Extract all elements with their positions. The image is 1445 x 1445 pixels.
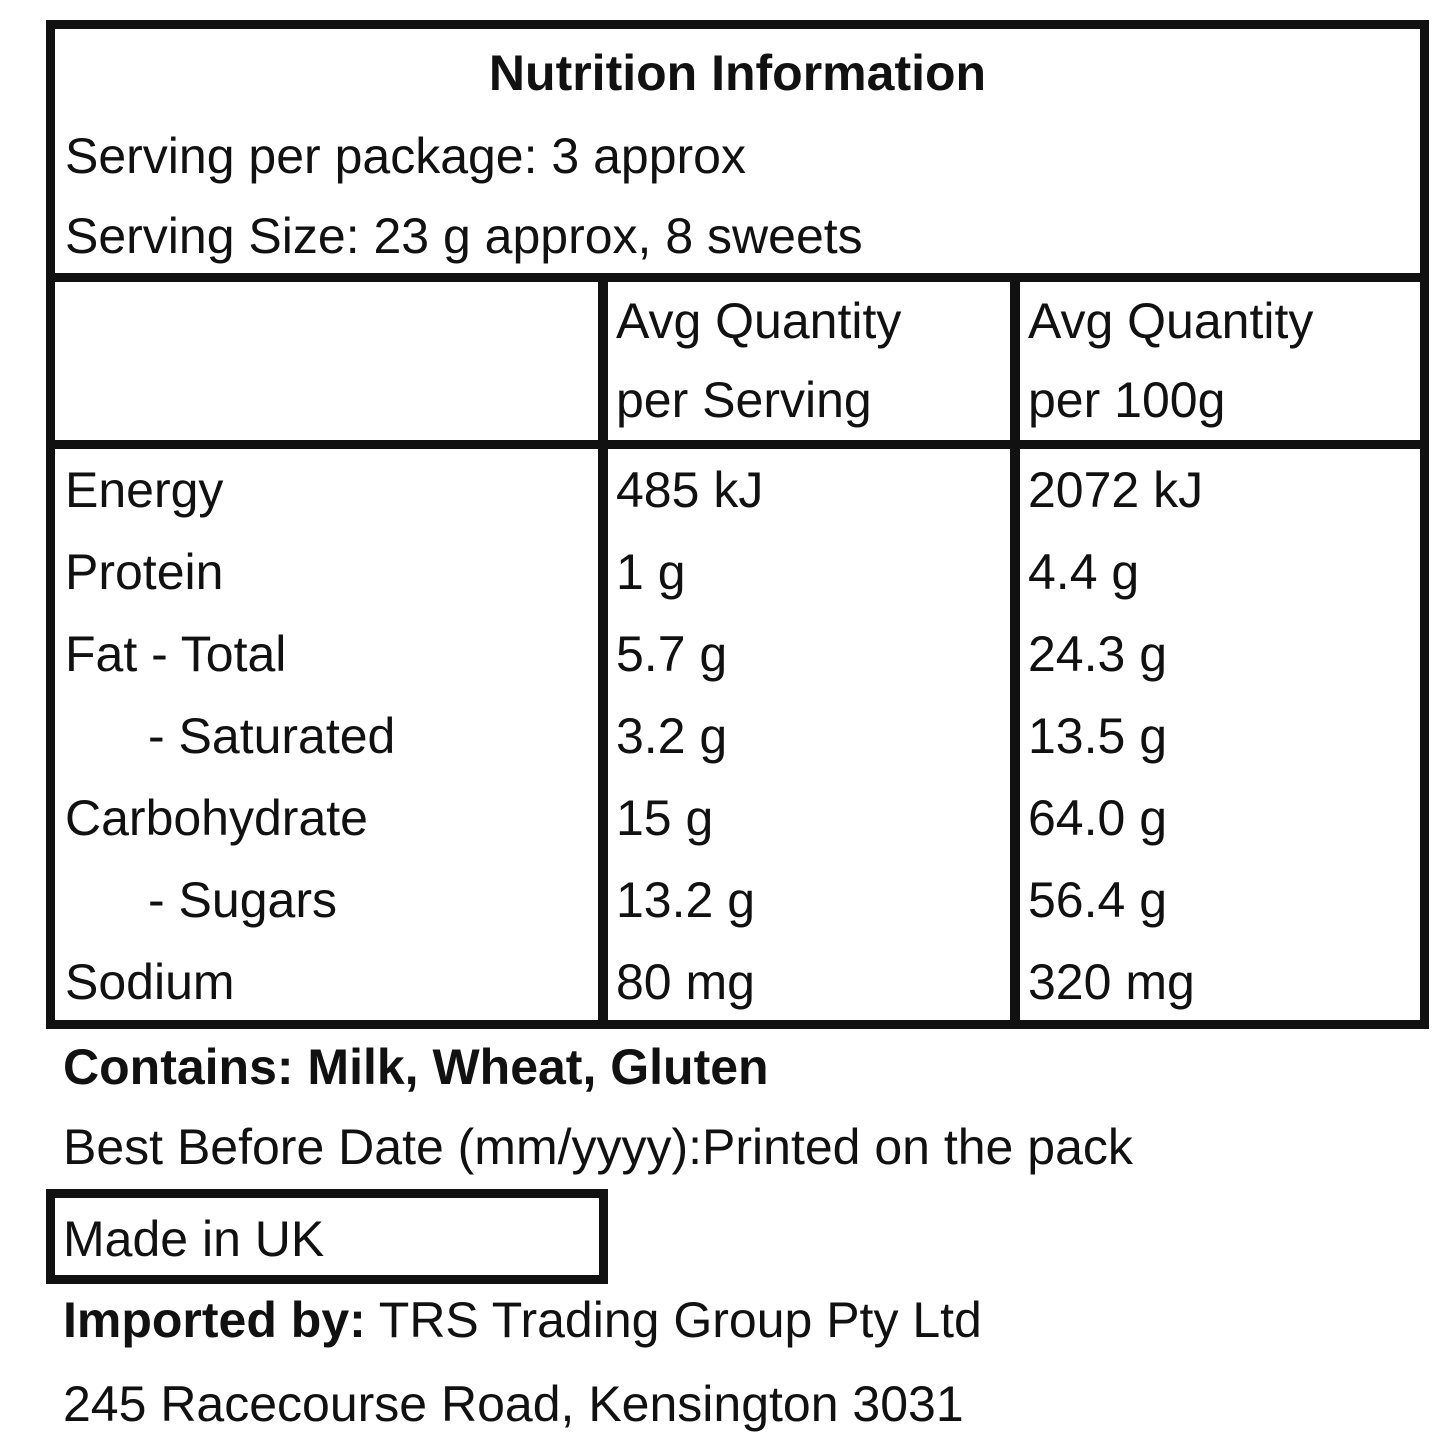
- panel-header: Nutrition Information Serving per packag…: [55, 29, 1420, 282]
- nutrient-label: Energy: [65, 462, 224, 518]
- column-header-line: Avg Quantity: [616, 293, 902, 349]
- per-100g-value: 13.5 g: [1028, 708, 1168, 764]
- importer-line: Imported by: TRS Trading Group Pty Ltd: [63, 1289, 982, 1351]
- column-header-line: per Serving: [616, 372, 872, 428]
- importer-name: TRS Trading Group Pty Ltd: [365, 1292, 982, 1348]
- imported-by-label: Imported by:: [63, 1292, 366, 1348]
- nutrient-label: Carbohydrate: [65, 790, 368, 846]
- table-column-header: Avg Quantity per Serving Avg Quantity pe…: [55, 282, 1420, 449]
- nutrient-label: Sodium: [65, 954, 235, 1010]
- origin-box: Made in UK: [46, 1189, 608, 1284]
- column-header-per-100g: Avg Quantity per 100g: [1028, 282, 1313, 440]
- nutrient-label: - Saturated: [148, 708, 396, 764]
- nutrient-label: Fat - Total: [65, 626, 287, 682]
- column-header-line: Avg Quantity: [1028, 293, 1314, 349]
- table-row: Sodium 80 mg 320 mg: [55, 941, 1420, 1023]
- per-serving-value: 5.7 g: [616, 626, 728, 682]
- per-100g-value: 4.4 g: [1028, 544, 1140, 600]
- per-serving-value: 13.2 g: [616, 872, 756, 928]
- made-in-label: Made in UK: [63, 1211, 325, 1267]
- allergen-statement: Contains: Milk, Wheat, Gluten: [63, 1039, 769, 1095]
- per-serving-value: 80 mg: [616, 954, 755, 1010]
- per-100g-value: 64.0 g: [1028, 790, 1168, 846]
- per-100g-value: 320 mg: [1028, 954, 1195, 1010]
- per-100g-value: 56.4 g: [1028, 872, 1168, 928]
- panel-title: Nutrition Information: [488, 45, 987, 101]
- per-serving-value: 1 g: [616, 544, 686, 600]
- table-row: Protein 1 g 4.4 g: [55, 531, 1420, 613]
- column-header-per-serving: Avg Quantity per Serving: [616, 282, 901, 440]
- column-header-line: per 100g: [1028, 372, 1226, 428]
- servings-per-package: Serving per package: 3 approx: [65, 128, 746, 184]
- table-row: Carbohydrate 15 g 64.0 g: [55, 777, 1420, 859]
- per-100g-value: 2072 kJ: [1028, 462, 1204, 518]
- serving-size: Serving Size: 23 g approx, 8 sweets: [65, 208, 863, 264]
- per-100g-value: 24.3 g: [1028, 626, 1168, 682]
- column-divider: [1010, 282, 1020, 1020]
- per-serving-value: 15 g: [616, 790, 714, 846]
- nutrition-panel: Nutrition Information Serving per packag…: [46, 20, 1429, 1029]
- nutrient-label: - Sugars: [148, 872, 337, 928]
- table-row: Fat - Total 5.7 g 24.3 g: [55, 613, 1420, 695]
- column-divider: [598, 282, 608, 1020]
- importer-address: 245 Racecourse Road, Kensington 3031: [63, 1376, 964, 1432]
- table-row: - Saturated 3.2 g 13.5 g: [55, 695, 1420, 777]
- nutrient-label: Protein: [65, 544, 224, 600]
- table-row: Energy 485 kJ 2072 kJ: [55, 449, 1420, 531]
- per-serving-value: 3.2 g: [616, 708, 728, 764]
- table-row: - Sugars 13.2 g 56.4 g: [55, 859, 1420, 941]
- best-before-note: Best Before Date (mm/yyyy):Printed on th…: [63, 1119, 1133, 1175]
- per-serving-value: 485 kJ: [616, 462, 764, 518]
